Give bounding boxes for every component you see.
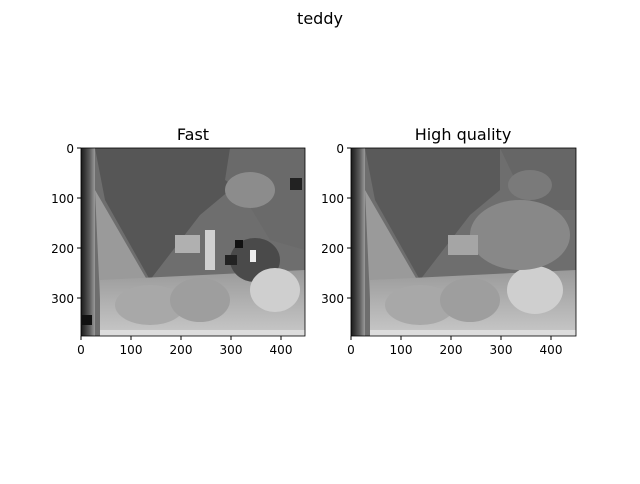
disparity-image-fast [81, 148, 305, 336]
disparity-image-high-quality [351, 148, 576, 336]
y-axis-ticks: 0 100 200 300 [51, 142, 81, 306]
x-tick-label: 0 [77, 343, 85, 357]
y-axis-ticks: 0 100 200 300 [321, 142, 351, 306]
panel-title: Fast [177, 125, 209, 144]
y-tick-label: 300 [51, 292, 74, 306]
figure-title: teddy [297, 9, 343, 28]
y-tick-label: 300 [321, 292, 344, 306]
x-tick-label: 100 [120, 343, 143, 357]
y-tick-label: 0 [66, 142, 74, 156]
x-tick-label: 300 [490, 343, 513, 357]
x-tick-label: 400 [540, 343, 563, 357]
y-tick-label: 0 [336, 142, 344, 156]
x-tick-label: 300 [220, 343, 243, 357]
panel-high-quality: High quality 0 100 200 300 [321, 125, 577, 357]
y-tick-label: 100 [321, 192, 344, 206]
y-tick-label: 200 [321, 242, 344, 256]
x-tick-label: 200 [440, 343, 463, 357]
panel-title: High quality [415, 125, 512, 144]
x-tick-label: 0 [347, 343, 355, 357]
axes-frame [80, 147, 306, 337]
y-tick-label: 200 [51, 242, 74, 256]
x-tick-label: 200 [170, 343, 193, 357]
axes-frame [350, 147, 577, 337]
panel-fast: Fast 0 [51, 125, 306, 357]
x-tick-label: 400 [270, 343, 293, 357]
x-axis-ticks: 0 100 200 300 400 [77, 336, 292, 357]
x-tick-label: 100 [390, 343, 413, 357]
y-tick-label: 100 [51, 192, 74, 206]
x-axis-ticks: 0 100 200 300 400 [347, 336, 562, 357]
